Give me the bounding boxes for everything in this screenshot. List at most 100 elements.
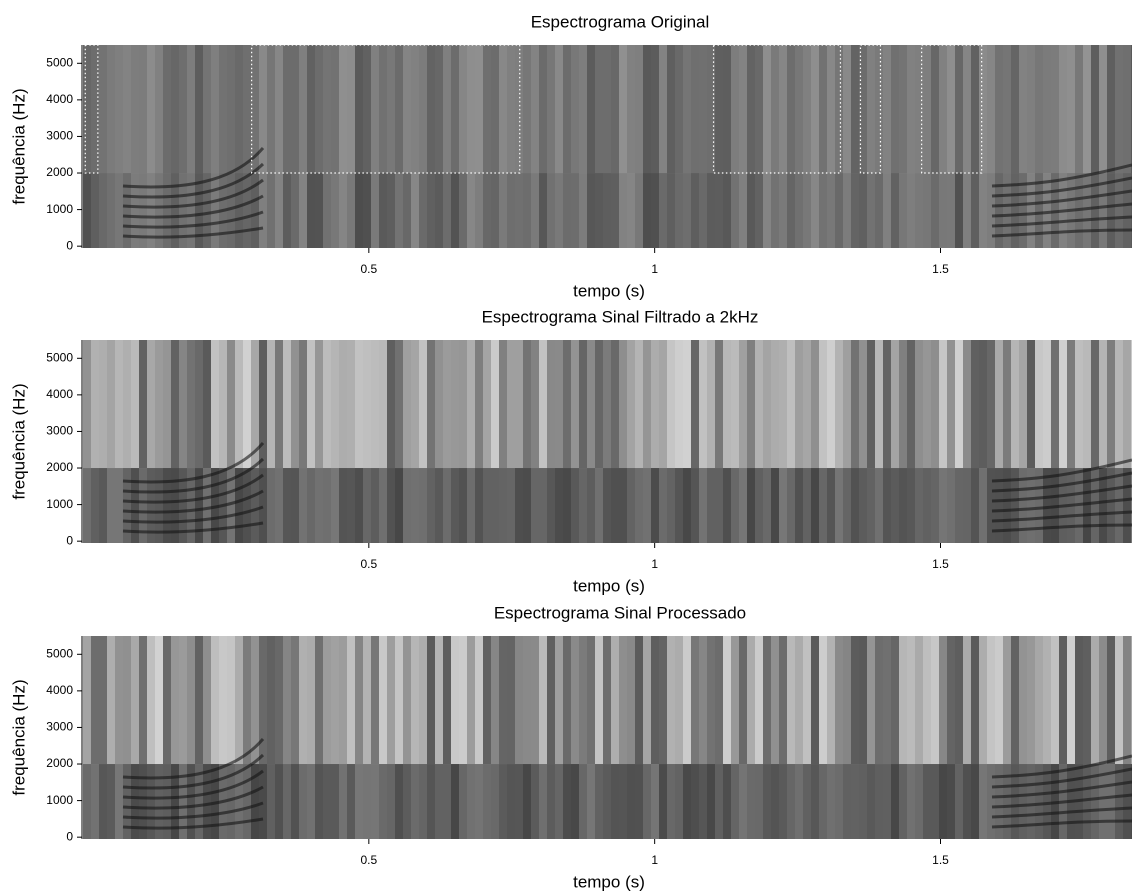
- texture: [122, 473, 264, 504]
- texture: [1075, 45, 1083, 174]
- texture: [211, 340, 219, 469]
- texture: [635, 764, 643, 839]
- texture: [211, 764, 219, 839]
- texture: [643, 45, 651, 174]
- texture: [675, 468, 683, 543]
- texture: [563, 45, 571, 174]
- texture: [987, 340, 995, 469]
- texture: [283, 764, 291, 839]
- x-axis-label: tempo (s): [573, 872, 645, 891]
- texture: [1115, 173, 1123, 248]
- texture: [275, 468, 283, 543]
- texture: [1003, 173, 1011, 248]
- texture: [603, 173, 611, 248]
- texture: [1027, 636, 1035, 765]
- texture: [251, 45, 259, 174]
- texture: [107, 45, 115, 174]
- y-tick-label: 1000: [46, 202, 73, 216]
- texture: [387, 636, 395, 765]
- texture: [731, 45, 739, 174]
- highlight-region: [859, 44, 882, 174]
- texture: [915, 764, 923, 839]
- texture: [1011, 468, 1019, 543]
- texture: [283, 340, 291, 469]
- texture: [1027, 468, 1035, 543]
- texture: [675, 45, 683, 174]
- texture: [1011, 173, 1019, 248]
- texture: [507, 45, 515, 174]
- texture: [587, 173, 595, 248]
- y-tick-label: 5000: [46, 55, 73, 69]
- texture: [627, 45, 635, 174]
- texture: [627, 468, 635, 543]
- texture: [923, 173, 931, 248]
- texture: [251, 764, 259, 839]
- texture: [451, 45, 459, 174]
- texture: [1091, 468, 1099, 543]
- texture: [203, 764, 211, 839]
- texture: [467, 764, 475, 839]
- texture: [955, 636, 963, 765]
- texture: [323, 636, 331, 765]
- texture: [555, 340, 563, 469]
- texture: [843, 764, 851, 839]
- texture: [763, 468, 771, 543]
- texture: [795, 636, 803, 765]
- texture: [811, 764, 819, 839]
- texture: [979, 173, 987, 248]
- texture: [139, 636, 147, 765]
- texture: [899, 173, 907, 248]
- texture: [595, 45, 603, 174]
- texture: [755, 636, 763, 765]
- spectrogram-image: [83, 340, 1132, 543]
- texture: [891, 173, 899, 248]
- texture: [203, 45, 211, 174]
- texture: [515, 45, 523, 174]
- texture: [991, 754, 1132, 779]
- texture: [779, 45, 787, 174]
- texture: [971, 636, 979, 765]
- texture: [811, 636, 819, 765]
- y-tick-label: 2000: [46, 460, 73, 474]
- texture: [331, 764, 339, 839]
- texture: [651, 468, 659, 543]
- texture: [107, 173, 115, 248]
- texture: [499, 340, 507, 469]
- texture: [1107, 340, 1115, 469]
- texture: [451, 636, 459, 765]
- texture: [122, 801, 264, 820]
- texture: [539, 468, 547, 543]
- texture: [443, 173, 451, 248]
- texture: [915, 636, 923, 765]
- texture: [699, 340, 707, 469]
- texture: [427, 764, 435, 839]
- texture: [803, 636, 811, 765]
- texture: [531, 636, 539, 765]
- texture: [803, 340, 811, 469]
- texture: [115, 340, 123, 469]
- texture: [747, 468, 755, 543]
- texture: [267, 45, 275, 174]
- texture: [995, 764, 1003, 839]
- texture: [715, 173, 723, 248]
- texture: [987, 468, 995, 543]
- y-tick-label: 0: [66, 533, 73, 547]
- texture: [363, 340, 371, 469]
- texture: [723, 636, 731, 765]
- texture: [395, 468, 403, 543]
- texture: [947, 173, 955, 248]
- texture: [991, 497, 1132, 513]
- texture: [547, 340, 555, 469]
- texture: [1107, 173, 1115, 248]
- texture: [899, 340, 907, 469]
- texture: [651, 340, 659, 469]
- texture: [1019, 764, 1027, 839]
- texture: [387, 764, 395, 839]
- texture: [731, 468, 739, 543]
- texture: [779, 636, 787, 765]
- texture: [907, 45, 915, 174]
- texture: [331, 636, 339, 765]
- chart-title: Espectrograma Sinal Processado: [494, 603, 746, 622]
- texture: [411, 173, 419, 248]
- texture: [763, 340, 771, 469]
